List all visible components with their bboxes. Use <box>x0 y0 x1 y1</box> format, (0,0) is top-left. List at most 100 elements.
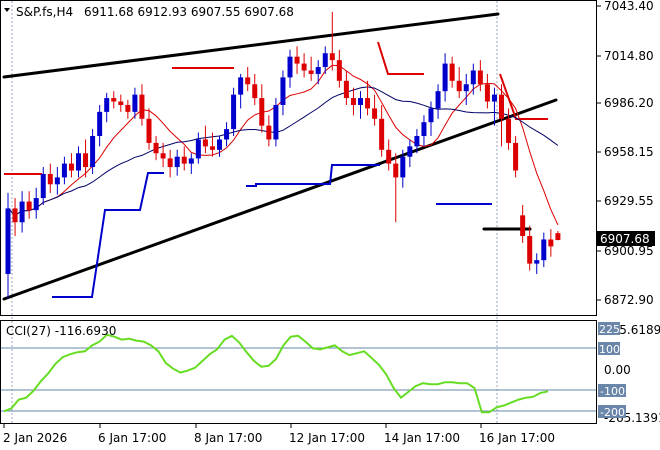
symbol-label: S&P.fs,H4 <box>16 5 73 19</box>
candle-body <box>231 94 237 130</box>
candle-body <box>188 158 194 164</box>
time-tick: 16 Jan 17:00 <box>479 431 555 445</box>
candle-body <box>336 60 342 81</box>
current-price-badge <box>597 231 655 246</box>
candle-body <box>484 84 490 102</box>
time-tick: 2 Jan 2026 <box>3 431 67 445</box>
candle-body <box>209 146 215 150</box>
cci-frame <box>0 320 597 424</box>
candle-body <box>273 104 279 140</box>
svg-text:-200: -200 <box>600 406 625 419</box>
candle-body <box>414 136 420 147</box>
cci-badge-225 <box>598 322 620 335</box>
cci-label: CCI(27) -116.6930 <box>6 324 116 338</box>
time-tick: 14 Jan 17:00 <box>384 431 460 445</box>
candle-body <box>202 139 208 147</box>
candle-body <box>118 101 124 105</box>
cci-axis: 225.6189 0.00 -265.1391 225 100 -100 -20… <box>598 322 660 425</box>
candle-body <box>33 198 39 211</box>
candle-body <box>435 91 441 109</box>
candle-body <box>456 80 462 92</box>
candle-body <box>5 208 11 274</box>
time-tick: 12 Jan 17:00 <box>289 431 365 445</box>
price-tick: 6929.55 <box>604 194 654 208</box>
candle-body <box>287 56 293 78</box>
candle-body <box>442 63 448 92</box>
moving-average-slow <box>7 86 559 216</box>
candle-body <box>160 153 166 159</box>
price-tick: 7043.40 <box>604 0 654 13</box>
candle-body <box>491 94 497 102</box>
candle-body <box>393 163 399 178</box>
candle-body <box>449 63 455 81</box>
price-tick: 6958.15 <box>604 145 654 159</box>
candle-body <box>167 158 173 168</box>
candle-body <box>315 67 321 74</box>
candle-body <box>499 94 504 119</box>
candle-body <box>252 84 258 99</box>
candle-body <box>19 201 25 223</box>
candle-body <box>294 56 300 64</box>
ohlc-values: 6911.68 6912.93 6907.55 6907.68 <box>84 5 294 19</box>
candle-body <box>153 142 159 154</box>
lower-channel-line <box>2 98 558 301</box>
candle-body <box>343 80 349 99</box>
candle-body <box>421 122 427 137</box>
candle-body <box>259 98 265 126</box>
step-indicator-red <box>4 41 548 175</box>
time-tick: 8 Jan 17:00 <box>194 431 262 445</box>
candle-body <box>372 108 378 119</box>
candle-body <box>280 77 286 105</box>
candle-body <box>301 63 307 71</box>
candle-body <box>146 118 152 143</box>
cci-indicator-line <box>3 333 549 414</box>
candle-body <box>527 236 533 264</box>
price-tick: 7014.80 <box>604 49 654 63</box>
svg-text:100: 100 <box>599 343 620 356</box>
candle-body <box>61 163 67 178</box>
header: S&P.fs,H4 6911.68 6912.93 6907.55 6907.6… <box>4 5 294 338</box>
cci-levels <box>1 347 596 412</box>
cci-series <box>3 333 549 414</box>
candle-body <box>548 239 554 247</box>
candle-body <box>139 94 145 119</box>
candle-body <box>245 77 251 85</box>
price-tick: 6986.20 <box>604 96 654 110</box>
candle-body <box>513 142 519 171</box>
upper-channel-line <box>2 12 500 79</box>
candle-body <box>358 98 363 105</box>
candle-body <box>534 260 540 264</box>
candle-body <box>407 146 413 157</box>
candle-body <box>54 177 60 185</box>
candle-body <box>68 163 74 171</box>
candle-body <box>12 208 18 223</box>
candle-body <box>83 153 89 168</box>
candle-body <box>132 94 138 112</box>
candle-body <box>506 118 512 143</box>
candle-body <box>541 239 547 261</box>
candle-body <box>97 111 103 137</box>
price-tick: 6872.90 <box>604 293 654 307</box>
candle-body <box>90 136 96 168</box>
time-tick: 6 Jan 17:00 <box>98 431 166 445</box>
price-tick: 6900.95 <box>604 244 654 258</box>
candle-body <box>555 233 561 241</box>
candle-body <box>266 125 272 140</box>
candle-body <box>181 156 187 164</box>
candle-body <box>308 70 314 74</box>
candle-body <box>224 129 230 140</box>
candle-body <box>329 53 335 61</box>
candle-body <box>477 70 483 85</box>
candle-body <box>47 173 53 185</box>
candle-body <box>111 98 117 102</box>
candle-body <box>379 118 385 150</box>
candle-body <box>125 104 131 112</box>
cci-badge-minus200 <box>598 405 626 418</box>
candle-body <box>76 153 81 171</box>
step-indicator-blue <box>52 164 492 298</box>
candle-body <box>195 139 201 159</box>
candlesticks <box>5 11 561 299</box>
candle-body <box>238 77 244 95</box>
candle-body <box>217 139 222 150</box>
